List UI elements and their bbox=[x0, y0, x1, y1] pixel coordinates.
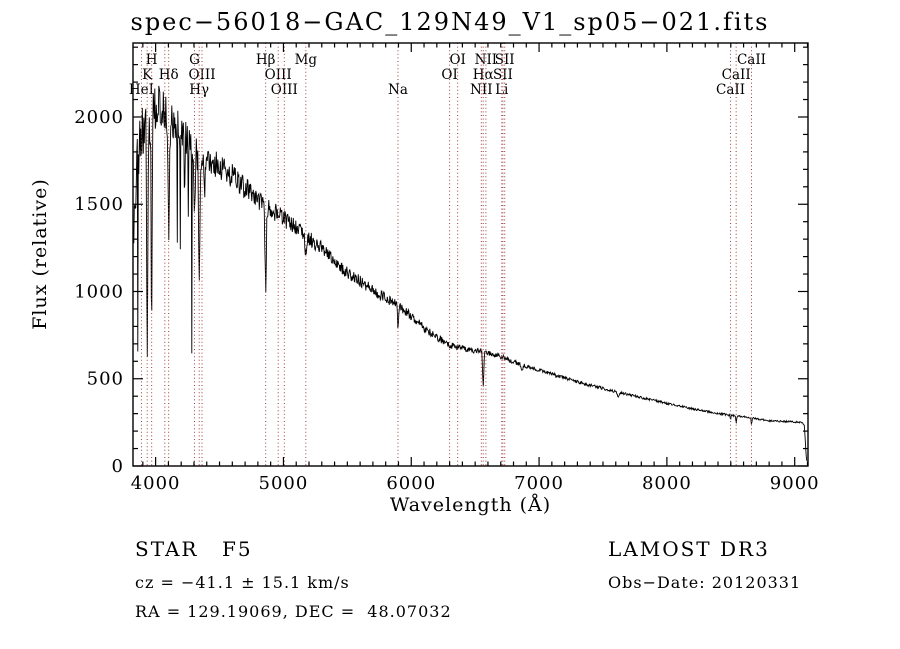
x-tick-label: 7000 bbox=[514, 473, 564, 494]
line-marker-label: Hδ bbox=[159, 67, 179, 83]
x-axis-ticks: 4000 5000 6000 7000 8000 9000 bbox=[131, 43, 820, 494]
line-marker-label: K bbox=[142, 67, 153, 83]
x-tick-label: 9000 bbox=[770, 473, 820, 494]
line-marker-label: Mg bbox=[295, 52, 318, 68]
line-marker-label: Hβ bbox=[256, 52, 276, 68]
x-tick-label: 4000 bbox=[131, 473, 181, 494]
y-axis-label: Flux (relative) bbox=[29, 178, 51, 330]
x-tick-label: 8000 bbox=[642, 473, 692, 494]
line-marker-label: H bbox=[146, 52, 158, 68]
spectral-line-labels: HeIKHHδGHγOIIIHβOIIIOIIIMgNaOIOINIIHαNII… bbox=[129, 52, 766, 98]
line-marker-label: OIII bbox=[265, 67, 292, 83]
line-marker-label: OI bbox=[441, 67, 457, 83]
x-axis-label: Wavelength (Å) bbox=[389, 494, 552, 516]
spectrum-trace bbox=[133, 85, 808, 461]
y-tick-label: 0 bbox=[112, 456, 124, 477]
ra-dec-text: RA = 129.19069, DEC = 48.07032 bbox=[135, 602, 452, 621]
subclass-text: F5 bbox=[222, 537, 253, 561]
line-marker-label: CaII bbox=[737, 52, 766, 68]
survey-text: LAMOST DR3 bbox=[608, 537, 770, 561]
line-marker-label: OIII bbox=[188, 67, 215, 83]
cz-text: cz = −41.1 ± 15.1 km/s bbox=[135, 573, 350, 592]
plot-title: spec−56018−GAC_129N49_V1_sp05−021.fits bbox=[130, 8, 770, 36]
spectral-line-markers bbox=[140, 43, 753, 466]
line-marker-label: NII bbox=[475, 52, 497, 68]
line-marker-label: OI bbox=[449, 52, 465, 68]
y-tick-label: 1500 bbox=[74, 194, 124, 215]
y-tick-label: 500 bbox=[87, 369, 124, 390]
line-marker-label: Hα bbox=[473, 67, 494, 83]
plot-frame bbox=[132, 42, 809, 467]
x-tick-label: 5000 bbox=[259, 473, 309, 494]
x-tick-label: 6000 bbox=[386, 473, 436, 494]
y-axis-ticks: 0 500 1000 1500 2000 bbox=[74, 46, 808, 477]
line-marker-label: CaII bbox=[722, 67, 751, 83]
line-marker-label: SII bbox=[493, 67, 513, 83]
line-marker-label: SII bbox=[495, 52, 515, 68]
line-marker-label: G bbox=[189, 52, 200, 68]
object-type-text: STAR bbox=[135, 537, 199, 561]
y-tick-label: 1000 bbox=[74, 281, 124, 302]
y-tick-label: 2000 bbox=[74, 107, 124, 128]
obs-date-text: Obs−Date: 20120331 bbox=[608, 573, 802, 592]
